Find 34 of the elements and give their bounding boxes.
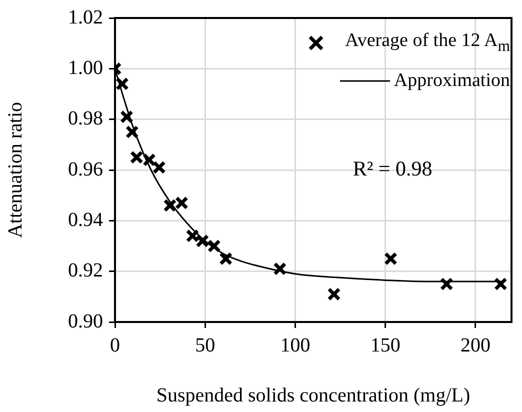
legend-label: Approximation [394,70,510,92]
point [186,229,200,243]
y-tick-label: 1.02 [68,6,103,28]
point [174,196,188,210]
x-tick-label: 0 [110,334,120,356]
y-tick-label: 0.92 [68,260,103,282]
point [152,160,166,174]
point [130,150,144,164]
point [440,277,454,291]
point [196,234,210,248]
x-tick-label: 150 [370,334,400,356]
point [125,125,139,139]
y-tick-label: 0.94 [68,208,103,231]
y-tick-label: 0.90 [68,310,103,332]
x-tick-label: 200 [460,334,490,356]
point [207,239,221,253]
point [120,110,134,124]
point [219,252,233,266]
point [273,262,287,276]
point [384,252,398,266]
y-tick-label: 1.00 [68,56,103,79]
y-axis-title: Attenuation ratio [4,102,26,238]
point [327,287,341,301]
x-axis-title: Suspended solids concentration (mg/L) [156,384,470,406]
point [142,153,156,167]
point [494,277,508,291]
point [163,198,177,212]
x-tick-label: 100 [280,334,310,356]
point [116,77,129,91]
annotation: R² = 0.98 [352,156,432,181]
y-tick-label: 0.96 [68,158,103,180]
y-tick-label: 0.98 [68,108,103,130]
x-tick-label: 50 [195,334,216,356]
legend-label: Average of the 12 A$_{m}$ [345,30,510,56]
